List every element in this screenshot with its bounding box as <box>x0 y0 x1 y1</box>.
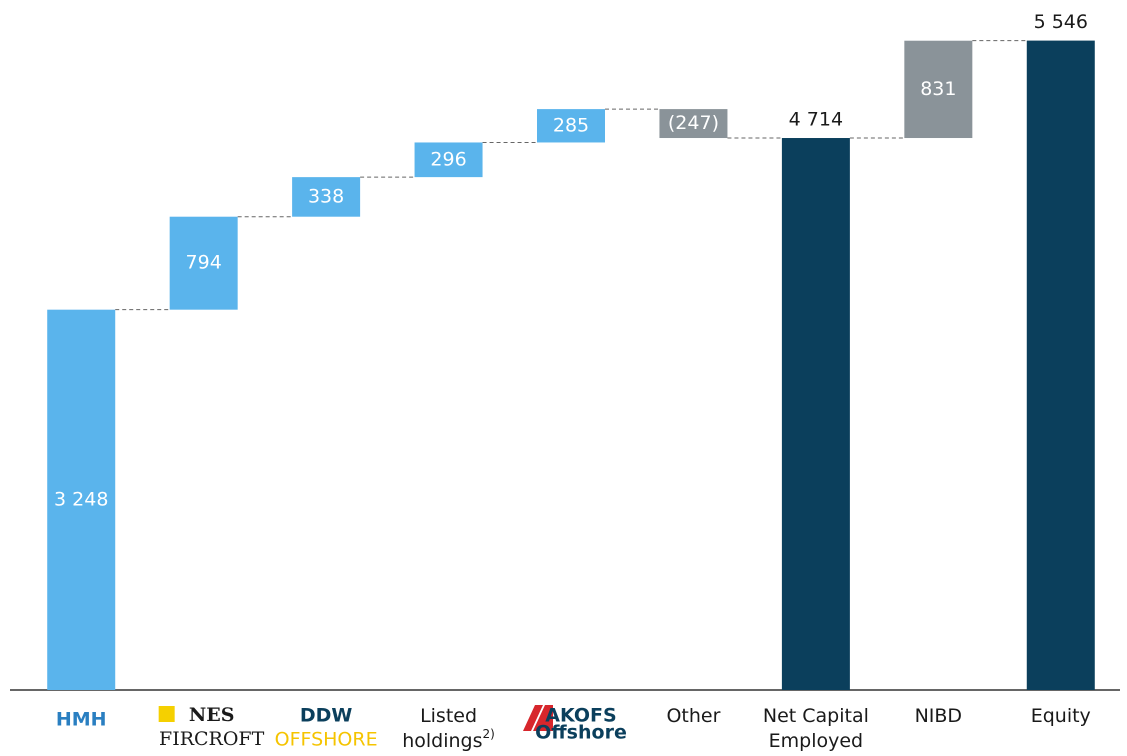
bar <box>292 177 361 217</box>
logo-subtext: FIRCROFT <box>159 728 265 750</box>
logo-subtext: Offshore <box>535 722 627 744</box>
x-tick-label: Net Capital Employed <box>763 705 869 752</box>
x-tick-label: NIBD <box>915 705 962 727</box>
logo-text: DDW <box>300 705 353 727</box>
bar <box>659 109 728 139</box>
label-line: Net Capital <box>763 705 869 727</box>
value-label: 285 <box>553 114 589 136</box>
logo: HMH <box>56 709 107 731</box>
bar <box>47 309 116 690</box>
logo-mark <box>523 705 553 731</box>
bar <box>1026 40 1095 691</box>
logo-mark <box>158 706 175 722</box>
value-label: 296 <box>430 148 466 170</box>
logo-text: AKOFS <box>545 705 616 727</box>
bar <box>414 142 483 178</box>
value-label: 831 <box>920 78 956 100</box>
value-label: 794 <box>186 252 222 274</box>
logo-text: HMH <box>56 709 107 731</box>
bar <box>781 138 850 690</box>
label-line: holdings <box>402 730 482 752</box>
label-line: Other <box>666 705 720 727</box>
bar <box>169 216 238 310</box>
bar <box>537 109 605 143</box>
x-tick-label: Listed holdings2) <box>402 705 495 752</box>
value-label: 3 248 <box>54 488 108 510</box>
value-label: 5 546 <box>1034 11 1088 33</box>
logo-subtext: OFFSHORE <box>275 729 378 751</box>
logo-text: NES <box>189 704 235 726</box>
label-line: Equity <box>1031 705 1091 727</box>
label-line: NIBD <box>915 705 962 727</box>
value-label: 338 <box>308 185 344 207</box>
bar <box>904 40 973 139</box>
value-label: 4 714 <box>789 109 843 131</box>
value-label: (247) <box>668 112 719 134</box>
label-line: Listed <box>420 705 477 727</box>
footnote-marker: 2) <box>483 727 495 741</box>
x-tick-label: Equity <box>1031 705 1091 727</box>
x-tick-label: Other <box>666 705 720 727</box>
label-line: Employed <box>769 730 863 752</box>
